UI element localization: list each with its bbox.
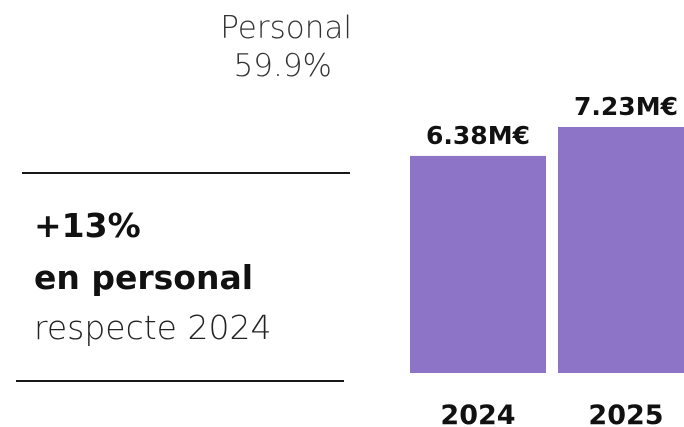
change-headline: +13% — [34, 206, 141, 245]
change-subject: en personal — [34, 258, 254, 297]
category-share: 59.9% — [233, 48, 332, 84]
category-tick-2025: 2025 — [588, 400, 663, 427]
bar-2025 — [558, 127, 684, 373]
category-tick-2024: 2024 — [440, 400, 515, 427]
change-comparison: respecte 2024 — [34, 308, 272, 347]
bar-2024 — [410, 155, 546, 373]
data-label-2024: 6.38M€ — [426, 121, 530, 150]
bottom-divider — [16, 380, 344, 382]
top-divider — [22, 172, 350, 174]
category-label: Personal — [220, 10, 352, 46]
data-label-2025: 7.23M€ — [574, 92, 678, 121]
